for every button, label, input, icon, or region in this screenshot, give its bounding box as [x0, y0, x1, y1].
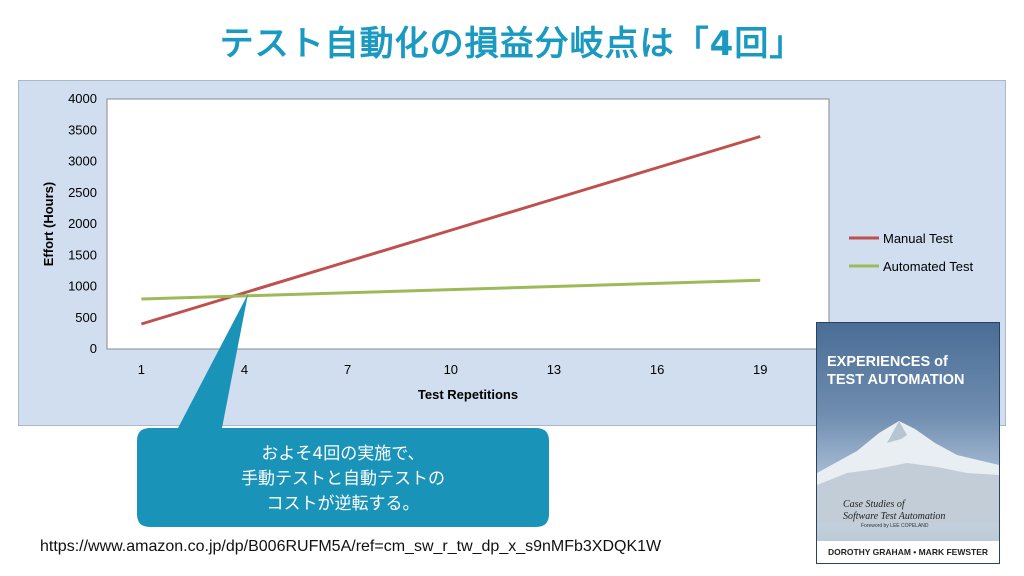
x-tick-label: 13 [547, 362, 561, 377]
x-tick-label: 10 [444, 362, 458, 377]
book-cover: EXPERIENCES of TEST AUTOMATION Case Stud… [816, 322, 1000, 564]
x-tick-label: 16 [650, 362, 664, 377]
slide-title: テスト自動化の損益分岐点は「4回」 [219, 24, 805, 64]
automated-test-line [141, 278, 761, 301]
y-tick-label: 4000 [68, 91, 97, 106]
book-authors: DOROTHY GRAHAM • MARK FEWSTER [817, 541, 999, 563]
y-axis-title: Effort (Hours) [41, 182, 56, 267]
callout-text: およそ4回の実施で、 手動テストと自動テストの コストが逆転する。 [138, 432, 548, 526]
callout-line: 手動テストと自動テストの [241, 468, 445, 489]
line-chart: 0 500 1000 1500 2000 2500 3000 3500 4000 1 4 7 10 13… [41, 91, 973, 402]
y-tick-label: 500 [75, 310, 97, 325]
book-forward: Foreword by LEE COPELAND [861, 523, 929, 529]
book-subtitle-line: Software Test Automation [843, 511, 946, 522]
y-tick-label: 0 [90, 341, 97, 356]
mountain-image [817, 421, 999, 523]
x-tick-label: 4 [241, 362, 248, 377]
x-tick-label: 7 [344, 362, 351, 377]
callout-shape [137, 294, 549, 527]
callout-line: コストが逆転する。 [266, 493, 420, 514]
source-url: https://www.amazon.co.jp/dp/B006RUFM5A/r… [40, 538, 662, 555]
manual-test-line [140, 135, 761, 326]
book-title: EXPERIENCES of TEST AUTOMATION [827, 353, 997, 389]
book-subtitle-line: Case Studies of [843, 499, 905, 510]
book-subtitle: Case Studies of Software Test Automation [843, 499, 993, 523]
legend: Manual Test Automated Test [849, 231, 973, 274]
y-tick-label: 2000 [68, 216, 97, 231]
x-axis-title: Test Repetitions [418, 387, 518, 402]
x-tick-label: 1 [138, 362, 145, 377]
y-tick-label: 3500 [68, 122, 97, 137]
y-tick-label: 1000 [68, 279, 97, 294]
chart-panel: 0 500 1000 1500 2000 2500 3000 3500 4000 1 4 7 10 13… [18, 80, 1006, 426]
legend-label-automated: Automated Test [883, 259, 973, 274]
book-title-line: TEST AUTOMATION [827, 372, 965, 388]
y-tick-label: 2500 [68, 185, 97, 200]
y-tick-label: 3000 [68, 154, 97, 169]
y-tick-label: 1500 [68, 247, 97, 262]
x-tick-label: 19 [753, 362, 767, 377]
callout-line: およそ4回の実施で、 [261, 443, 425, 464]
book-title-line: EXPERIENCES of [827, 354, 948, 370]
legend-label-manual: Manual Test [883, 231, 953, 246]
